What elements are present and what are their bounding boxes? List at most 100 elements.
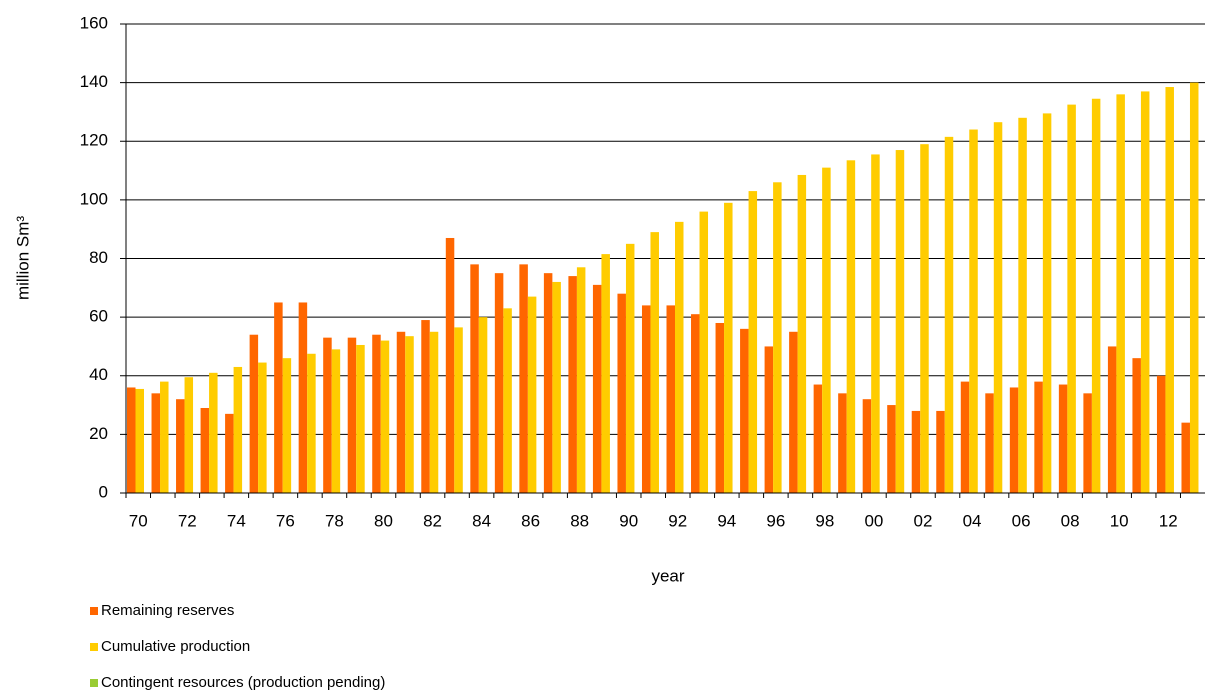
x-tick-label: 96 bbox=[766, 511, 785, 530]
bar bbox=[176, 399, 185, 493]
bar bbox=[160, 381, 169, 493]
bar bbox=[773, 182, 782, 493]
bar bbox=[936, 410, 945, 493]
bar bbox=[347, 337, 357, 493]
legend-label: Remaining reserves bbox=[101, 602, 234, 619]
bar bbox=[862, 399, 872, 493]
legend-swatch bbox=[90, 643, 98, 651]
bar bbox=[887, 405, 896, 493]
bar bbox=[985, 393, 994, 493]
bar bbox=[543, 273, 553, 493]
x-tick-label: 76 bbox=[276, 511, 295, 530]
x-tick-label: 70 bbox=[129, 511, 148, 530]
bar bbox=[960, 381, 970, 493]
bar bbox=[699, 211, 709, 493]
bar bbox=[249, 334, 259, 493]
bar bbox=[993, 122, 1003, 494]
bar bbox=[895, 150, 905, 493]
bar bbox=[1189, 82, 1199, 493]
bar bbox=[405, 336, 414, 493]
bar bbox=[527, 296, 537, 493]
bar bbox=[1116, 94, 1125, 493]
x-tick-label: 82 bbox=[423, 511, 442, 530]
x-tick-label: 12 bbox=[1159, 511, 1178, 530]
bar bbox=[494, 273, 504, 493]
x-axis-label: year bbox=[651, 566, 684, 585]
bar bbox=[846, 160, 856, 493]
bar bbox=[813, 384, 823, 493]
y-tick-label: 100 bbox=[80, 189, 108, 208]
x-tick-label: 78 bbox=[325, 511, 344, 530]
bar bbox=[1107, 346, 1117, 493]
x-tick-label: 86 bbox=[521, 511, 540, 530]
x-tick-label: 02 bbox=[914, 511, 933, 530]
bar bbox=[1018, 117, 1027, 494]
bar bbox=[601, 254, 610, 493]
bar bbox=[625, 243, 635, 493]
bar bbox=[797, 174, 807, 493]
bar bbox=[1156, 375, 1166, 493]
bar bbox=[1083, 393, 1092, 493]
bar bbox=[396, 331, 406, 493]
x-tick-label: 00 bbox=[864, 511, 883, 530]
y-tick-label: 20 bbox=[89, 424, 108, 443]
bar bbox=[135, 388, 144, 493]
bar bbox=[969, 129, 978, 493]
bar bbox=[617, 293, 626, 493]
bar bbox=[724, 202, 733, 493]
bar bbox=[691, 314, 700, 493]
y-tick-label: 40 bbox=[89, 365, 108, 384]
bar bbox=[519, 264, 528, 493]
bar bbox=[764, 346, 774, 493]
bar bbox=[838, 393, 847, 493]
bar bbox=[1058, 384, 1068, 493]
x-tick-label: 06 bbox=[1012, 511, 1031, 530]
x-tick-label: 04 bbox=[963, 511, 982, 530]
bar bbox=[323, 337, 332, 493]
y-tick-label: 160 bbox=[80, 13, 108, 32]
bar bbox=[233, 366, 243, 493]
legend-swatch bbox=[90, 679, 98, 687]
bar bbox=[650, 232, 659, 493]
bar bbox=[209, 372, 218, 493]
bar bbox=[331, 349, 341, 493]
bar bbox=[356, 344, 365, 493]
bar bbox=[1042, 113, 1052, 493]
bar bbox=[740, 328, 749, 493]
bar bbox=[715, 322, 725, 493]
bar bbox=[944, 136, 954, 493]
bar bbox=[421, 320, 430, 493]
y-axis-label: million Sm³ bbox=[13, 216, 32, 300]
x-tick-label: 10 bbox=[1110, 511, 1129, 530]
bar bbox=[552, 281, 561, 493]
bar bbox=[1034, 381, 1043, 493]
bar bbox=[184, 377, 194, 493]
bar bbox=[307, 353, 316, 493]
bar bbox=[911, 410, 921, 493]
bar bbox=[258, 362, 267, 493]
bar bbox=[151, 393, 161, 493]
bar bbox=[666, 305, 675, 493]
bar bbox=[871, 154, 880, 494]
bar bbox=[127, 387, 136, 493]
bar bbox=[592, 284, 602, 493]
bar bbox=[789, 331, 798, 493]
bar bbox=[1165, 87, 1174, 493]
bar bbox=[298, 302, 308, 493]
legend-label: Cumulative production bbox=[101, 638, 250, 655]
bar bbox=[920, 144, 929, 493]
x-tick-label: 08 bbox=[1061, 511, 1080, 530]
bar bbox=[274, 302, 283, 493]
x-tick-label: 88 bbox=[570, 511, 589, 530]
bar bbox=[675, 221, 684, 493]
y-tick-label: 140 bbox=[80, 72, 108, 91]
x-tick-label: 90 bbox=[619, 511, 638, 530]
bar bbox=[503, 308, 512, 493]
bar bbox=[429, 331, 439, 493]
bar bbox=[1091, 98, 1101, 493]
bar bbox=[445, 237, 455, 493]
x-tick-label: 84 bbox=[472, 511, 491, 530]
x-tick-label: 72 bbox=[178, 511, 197, 530]
bar bbox=[1140, 91, 1150, 493]
